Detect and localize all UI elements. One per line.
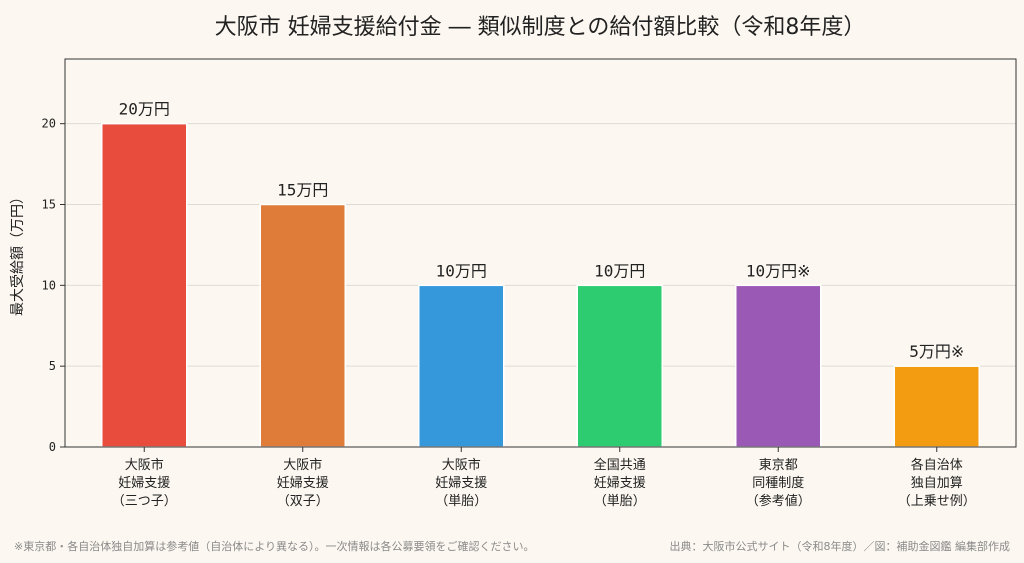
y-tick-label: 5 <box>49 359 56 373</box>
bar <box>893 365 980 448</box>
x-tick-label: （単胎） <box>594 493 646 509</box>
x-tick-label: （単胎） <box>435 493 487 509</box>
data-label: 5万円※ <box>909 342 964 361</box>
y-tick-label: 15 <box>42 198 56 212</box>
x-tick-label: 各自治体 <box>911 457 963 473</box>
x-tick-label: 同種制度 <box>752 475 804 491</box>
data-label: 20万円 <box>119 100 170 119</box>
y-axis: 0 5 10 15 20 <box>42 117 65 454</box>
x-tick-label: 大阪市 <box>125 457 164 473</box>
bar <box>418 284 505 448</box>
data-label: 10万円※ <box>746 261 811 280</box>
x-tick-label: （三つ子） <box>112 494 177 509</box>
bar <box>735 284 822 448</box>
data-label: 10万円 <box>436 261 487 280</box>
bar <box>259 203 346 448</box>
x-tick-label: （上乗せ例） <box>898 494 976 509</box>
data-labels: 20万円 15万円 10万円 10万円 10万円※ 5万円※ <box>119 100 965 361</box>
y-tick-label: 10 <box>42 278 56 292</box>
x-tick-label: 独自加算 <box>911 476 963 491</box>
bar <box>101 122 188 448</box>
grid-lines <box>65 123 1016 367</box>
x-tick-label: （参考値） <box>746 493 811 509</box>
y-tick-label: 0 <box>49 440 56 454</box>
x-tick-label: 大阪市 <box>442 457 481 473</box>
footnote: ※東京都・各自治体独自加算は参考値（自治体により異なる）。一次情報は各公募要領を… <box>14 539 535 553</box>
x-tick-label: 妊婦支援 <box>594 475 646 491</box>
data-label: 15万円 <box>277 181 328 200</box>
source-credit: 出典：大阪市公式サイト（令和8年度）／図：補助金図鑑 編集部作成 <box>670 539 1011 553</box>
x-tick-label: 妊婦支援 <box>118 475 170 491</box>
x-tick-label: （双子） <box>277 494 329 509</box>
chart-title: 大阪市 妊婦支援給付金 ― 類似制度との給付額比較（令和8年度） <box>215 15 866 40</box>
x-tick-label: 妊婦支援 <box>277 475 329 491</box>
data-label: 10万円 <box>594 261 645 280</box>
x-tick-label: 大阪市 <box>283 457 322 473</box>
y-axis-label: 最大受給額（万円） <box>10 190 26 316</box>
x-tick-label: 東京都 <box>759 457 798 473</box>
bar <box>576 284 663 448</box>
x-tick-label: 妊婦支援 <box>435 475 487 491</box>
y-tick-label: 20 <box>42 117 56 131</box>
plot-frame <box>64 58 1017 448</box>
x-tick-label: 全国共通 <box>594 457 646 473</box>
